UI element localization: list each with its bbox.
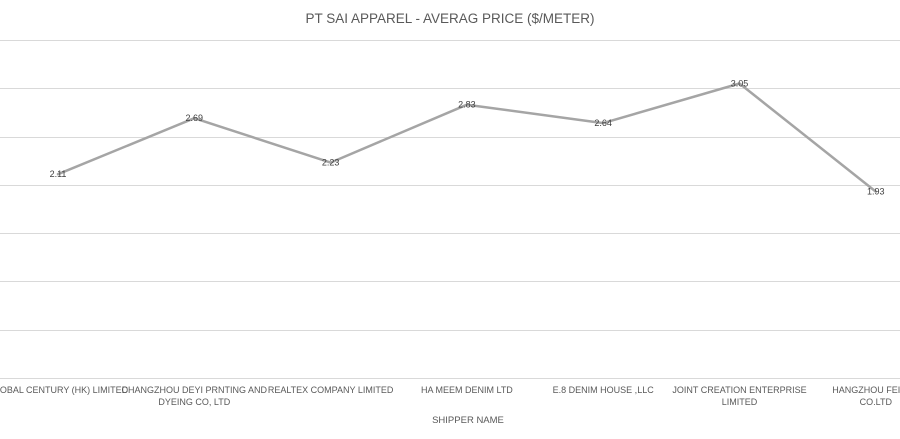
data-label: 3.05 (731, 78, 749, 88)
data-label: 2.11 (50, 169, 67, 179)
x-tick-label: JOINT CREATION ENTERPRISE LIMITED (672, 385, 806, 407)
x-tick-label: GLOBAL CENTURY (HK) LIMITED (0, 385, 129, 395)
x-tick-label: REALTEX COMPANY LIMITED (268, 385, 394, 395)
x-tick-label: E.8 DENIM HOUSE ,LLC (553, 385, 655, 395)
data-label: 2.83 (458, 100, 476, 110)
data-labels: 2.11 2.69 2.23 2.83 2.64 3.05 1.93 (50, 78, 885, 196)
data-label: 2.64 (594, 118, 612, 128)
x-tick-label: HA MEEM DENIM LTD (421, 385, 513, 395)
series-line (56, 82, 878, 193)
x-axis-title: SHIPPER NAME (432, 415, 504, 426)
data-label: 1.93 (867, 187, 885, 197)
chart-title: PT SAI APPAREL - AVERAG PRICE ($/METER) (305, 11, 594, 26)
x-tick-label: CHANGZHOU DEYI PRNTING AND DYEING CO, LTD (122, 385, 268, 407)
data-label: 2.23 (322, 158, 340, 168)
data-label: 2.69 (186, 113, 204, 123)
gridlines (0, 40, 900, 379)
x-tick-label: HANGZHOU FEINADCO.LTD (832, 385, 900, 407)
